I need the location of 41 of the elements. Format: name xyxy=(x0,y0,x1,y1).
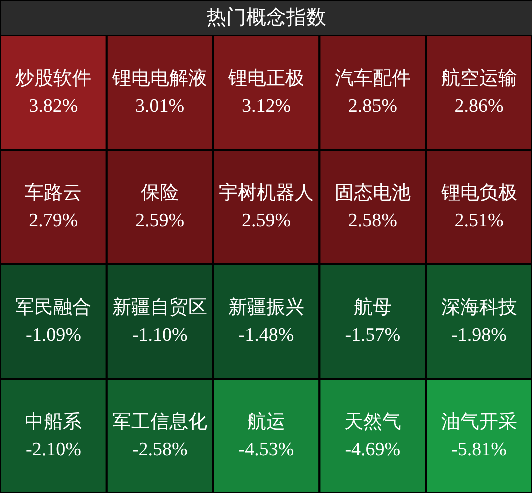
category-label: 宇树机器人 xyxy=(219,182,314,204)
category-label: 车路云 xyxy=(25,183,82,204)
category-label: 油气开采 xyxy=(441,412,518,434)
data-label: -2.10% xyxy=(26,439,82,460)
category-label: 天然气 xyxy=(344,412,402,434)
category-label: 固态电池 xyxy=(334,183,411,204)
category-label: 深海科技 xyxy=(441,298,518,319)
category-label: 锂电正极 xyxy=(228,68,304,90)
data-label: -1.10% xyxy=(132,324,188,346)
category-label: 锂电电解液 xyxy=(112,68,208,90)
data-label: 2.79% xyxy=(29,210,78,232)
data-label: -1.57% xyxy=(345,324,401,346)
text: 热门概念指数 xyxy=(206,7,326,29)
category-label: 军民融合 xyxy=(16,298,92,319)
category-label: 中船系 xyxy=(25,412,82,434)
data-label: 3.12% xyxy=(242,96,292,117)
data-label: 2.51% xyxy=(454,210,504,232)
data-label: 2.86% xyxy=(454,96,504,117)
category-label: 航运 xyxy=(248,411,286,434)
category-label: 军工信息化 xyxy=(112,412,208,434)
data-label: -1.98% xyxy=(452,324,508,346)
data-label: -5.81% xyxy=(452,439,508,460)
category-label: 航空运输 xyxy=(441,68,518,90)
data-label: 2.59% xyxy=(136,210,185,232)
category-label: 新疆自贸区 xyxy=(112,296,208,319)
data-label: -4.53% xyxy=(238,439,294,460)
data-label: 3.01% xyxy=(136,96,185,117)
data-label: 2.58% xyxy=(348,210,398,232)
data-label: -4.69% xyxy=(345,439,401,460)
data-label: 2.85% xyxy=(348,96,398,117)
data-label: 3.82% xyxy=(29,96,78,117)
data-label: 2.59% xyxy=(242,210,292,232)
category-label: 锂电负极 xyxy=(440,183,518,204)
data-label: -1.48% xyxy=(238,324,294,346)
category-label: 新疆振兴 xyxy=(228,296,304,319)
category-label: 保险 xyxy=(141,183,180,204)
category-label: 炒股软件 xyxy=(16,68,92,90)
category-label: 汽车配件 xyxy=(334,68,411,90)
data-label: -2.58% xyxy=(132,439,188,460)
data-label: -1.09% xyxy=(26,324,82,346)
category-label: 航母 xyxy=(354,296,392,319)
